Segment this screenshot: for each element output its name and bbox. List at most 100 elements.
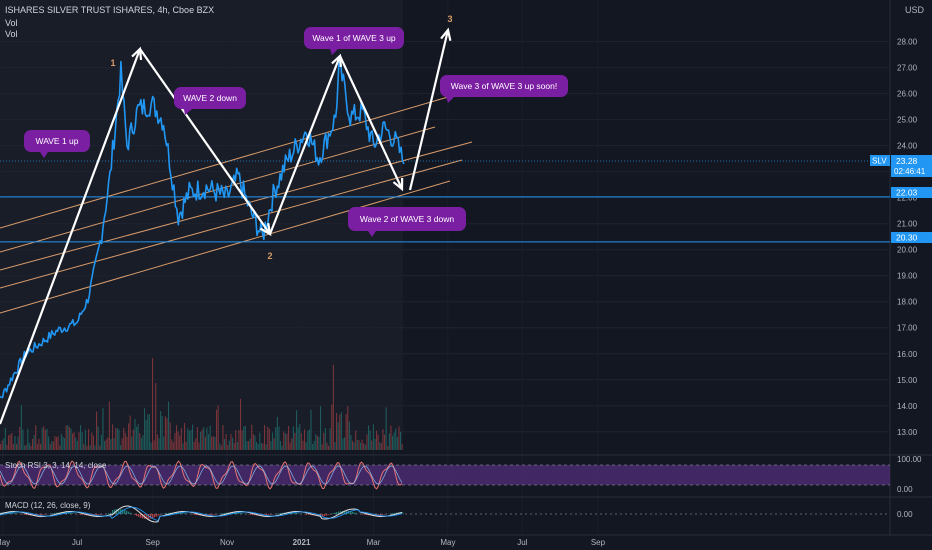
macd-hist-bar [280, 512, 282, 514]
volume-bar [267, 426, 269, 450]
volume-bar [16, 443, 18, 450]
channel-line [0, 180, 451, 314]
volume-bar [243, 426, 245, 450]
volume-bar [388, 433, 390, 450]
volume-bar [332, 364, 334, 450]
macd-hist-bar [140, 514, 142, 518]
macd-hist-bar [148, 514, 150, 519]
volume-bar [204, 436, 206, 450]
volume-bar [268, 428, 270, 450]
volume-bar [305, 442, 307, 450]
macd-hist-bar [122, 509, 124, 514]
volume-bar [0, 444, 2, 450]
volume-bar [84, 429, 86, 450]
stoch-label[interactable]: Stoch RSI 3, 3, 14, 14, close [5, 461, 107, 470]
last-price-tag [891, 155, 932, 177]
time-tick-label: Sep [591, 538, 606, 547]
macd-hist-bar [344, 510, 346, 514]
volume-bar [326, 442, 328, 450]
volume-label-1[interactable]: Vol [5, 18, 18, 28]
currency-label[interactable]: USD [905, 5, 925, 15]
macd-hist-bar [266, 514, 268, 516]
volume-bar [289, 442, 291, 450]
volume-bar [238, 429, 240, 450]
volume-bar [27, 428, 29, 450]
volume-bar [251, 424, 253, 450]
volume-bar [278, 426, 280, 450]
annotation-bubble [174, 87, 246, 109]
macd-hist-bar [146, 514, 148, 520]
volume-bar [148, 414, 150, 450]
volume-bar [310, 409, 312, 450]
price-axis[interactable]: 28.0027.0026.0025.0024.0023.0022.0021.00… [897, 38, 918, 437]
volume-bar [315, 434, 317, 450]
annotation-tail [368, 231, 376, 237]
macd-hist-bar [118, 508, 120, 514]
volume-bar [371, 440, 373, 450]
macd-label[interactable]: MACD (12, 26, close, 9) [5, 501, 91, 510]
wave-arrows [0, 27, 452, 425]
volume-bar [128, 423, 130, 450]
volume-bar [369, 430, 371, 450]
volume-bar [57, 436, 59, 450]
macd-hist-bar [128, 511, 130, 514]
macd-hist-bar [332, 513, 334, 514]
macd-hist-bar [84, 514, 86, 516]
volume-bar [227, 444, 229, 450]
volume-bar [147, 414, 149, 450]
volume-bar [364, 444, 366, 450]
volume-bar [131, 436, 133, 450]
volume-bar [200, 431, 202, 450]
wave-arrow-line [0, 48, 142, 425]
macd-hist-bar [158, 514, 160, 516]
volume-bar [190, 429, 192, 450]
macd-hist-bar [134, 514, 136, 515]
annotation-bubble [304, 27, 404, 49]
macd-hist-bar [180, 512, 182, 514]
annotation-text: Wave 2 of WAVE 3 down [360, 214, 454, 224]
volume-bar [140, 437, 142, 450]
annotation-text: Wave 3 of WAVE 3 up soon! [451, 81, 557, 91]
volume-bar [286, 433, 288, 450]
wave-arrow-line [139, 48, 271, 235]
macd-hist-bar [156, 514, 158, 517]
volume-bar [252, 434, 254, 450]
macd-hist-bar [210, 514, 212, 516]
level-tag-2-value: 20.30 [896, 233, 918, 243]
price-line [0, 55, 405, 399]
volume-bar [187, 428, 189, 450]
volume-bar [294, 432, 296, 450]
volume-bar [313, 441, 315, 450]
volume-bar [30, 445, 32, 450]
volume-bar [107, 437, 109, 450]
volume-bar [385, 407, 387, 450]
volume-bar [70, 428, 72, 450]
last-price-countdown: 02:46:41 [894, 167, 926, 176]
price-tick-label: 26.00 [897, 90, 918, 99]
macd-hist-bar [390, 513, 392, 514]
macd-hist-bar [56, 512, 58, 514]
volume-bar [4, 428, 6, 450]
volume-label-2[interactable]: Vol [5, 29, 18, 39]
volume-bar [208, 434, 210, 450]
volume-bar [22, 429, 24, 450]
volume-bar [232, 437, 234, 450]
macd-hist-bar [326, 514, 328, 516]
volume-bar [296, 410, 298, 450]
volume-bar [100, 434, 102, 450]
macd-hist-bar [288, 512, 290, 514]
volume-bar [395, 428, 397, 450]
volume-bar [302, 440, 304, 450]
annotation-tail [40, 152, 48, 158]
volume-bar [171, 439, 173, 450]
macd-hist-bar [236, 512, 238, 514]
symbol-title[interactable]: ISHARES SILVER TRUST ISHARES, 4h, Cboe B… [5, 5, 215, 15]
macd-hist-bar [52, 513, 54, 514]
volume-bar [366, 434, 368, 450]
time-axis[interactable]: May Jul Sep Nov 2021 Mar May Jul Sep [0, 538, 606, 547]
volume-bar [150, 442, 152, 450]
volume-bar [382, 429, 384, 450]
macd-hist-bar [80, 514, 82, 515]
macd-hist-bar [196, 514, 198, 516]
